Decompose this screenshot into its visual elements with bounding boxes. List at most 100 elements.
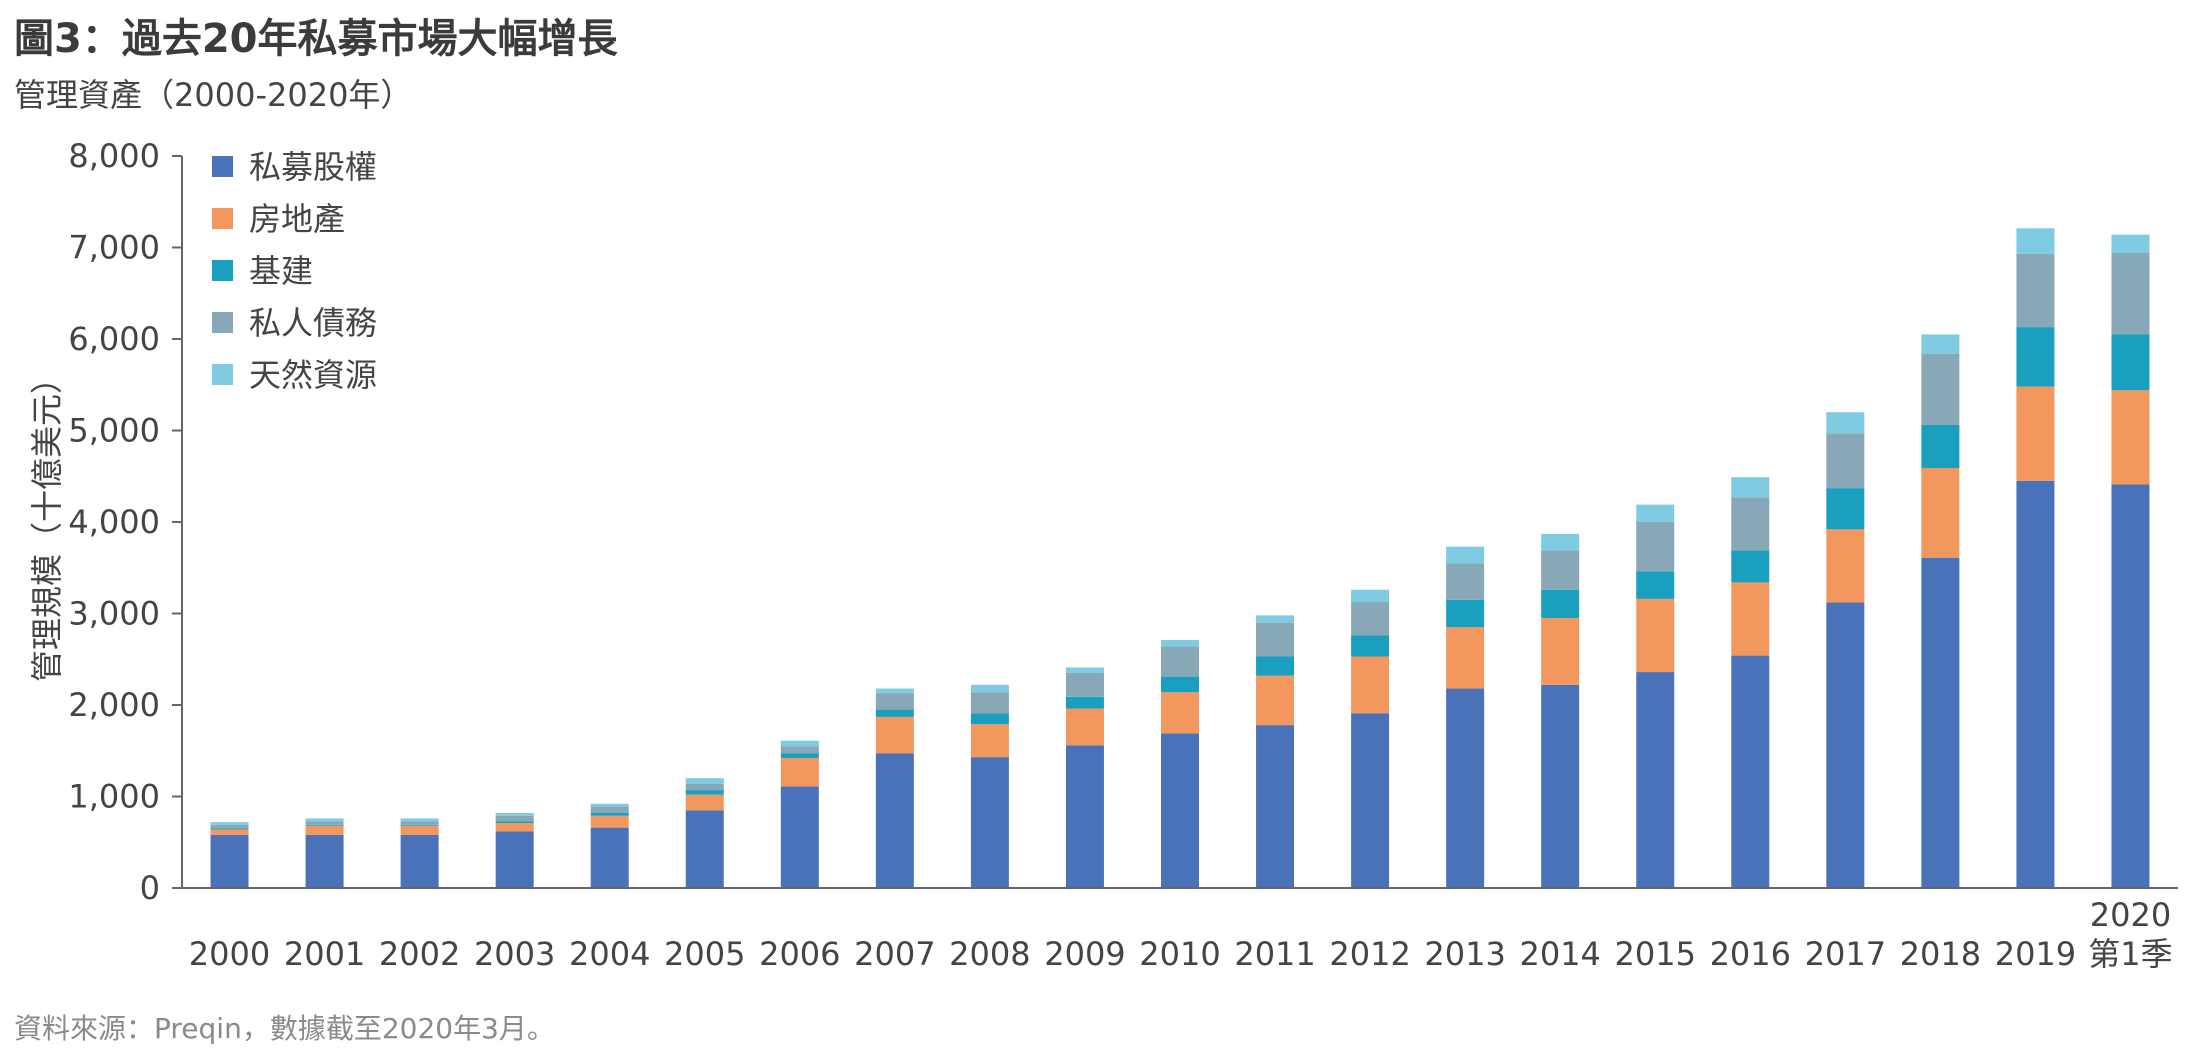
x-tick-label: 2009 [1044, 935, 1125, 973]
legend-swatch [212, 208, 233, 229]
y-tick-label: 3,000 [68, 595, 160, 633]
bar-segment-5 [1256, 615, 1295, 623]
bar-segment-1 [400, 834, 439, 888]
x-tick-label: 2007 [854, 935, 935, 973]
x-tick-label: 2013 [1424, 935, 1505, 973]
bar-segment-2 [1826, 529, 1865, 603]
bar-segment-1 [2016, 480, 2055, 888]
bar-segment-3 [590, 812, 629, 816]
bar-segment-2 [305, 825, 344, 835]
bar-segment-5 [1731, 477, 1770, 498]
bar-segment-3 [1636, 571, 1675, 599]
y-axis-label: 管理規模（十億美元） [28, 362, 66, 682]
x-tick-label: 2018 [1900, 935, 1981, 973]
bar-segment-4 [1826, 433, 1865, 489]
bar-segment-3 [1541, 589, 1580, 619]
bar-segment-3 [1446, 599, 1485, 628]
bar-segment-2 [1161, 692, 1199, 734]
bar-segment-5 [2111, 234, 2150, 253]
bar-segment-2 [495, 823, 534, 832]
y-tick-label: 2,000 [68, 686, 160, 724]
bar-segment-4 [1351, 601, 1390, 636]
bar-segment-1 [305, 834, 344, 888]
chart-subtitle: 管理資產（2000-2020年） [14, 76, 413, 114]
bar-segment-2 [1351, 656, 1390, 714]
bar-segment-2 [1636, 598, 1675, 673]
bar-segment-2 [1541, 618, 1580, 685]
bar-segment-4 [1446, 563, 1485, 600]
x-tick-label: 2011 [1234, 935, 1315, 973]
x-tick-label: 2008 [949, 935, 1030, 973]
bar-segment-1 [2111, 484, 2150, 888]
bar-segment-5 [495, 812, 534, 816]
y-tick-label: 8,000 [68, 137, 160, 175]
bar-segment-4 [210, 824, 249, 829]
y-tick-label: 6,000 [68, 320, 160, 358]
bar-segment-3 [780, 753, 819, 759]
bar-segment-3 [305, 824, 344, 826]
bar-segment-5 [2016, 228, 2055, 254]
bar-segment-3 [2016, 327, 2055, 387]
x-tick-label: 2004 [569, 935, 650, 973]
bar-segment-4 [780, 746, 819, 754]
bar-segment-3 [1161, 676, 1199, 693]
bar-segment-5 [305, 818, 344, 822]
y-tick-label: 1,000 [68, 778, 160, 816]
x-tick-label: 2006 [759, 935, 840, 973]
bar-segment-1 [590, 827, 629, 888]
bar-segment-1 [1636, 672, 1675, 888]
bar-segment-1 [780, 786, 819, 888]
legend-swatch [212, 260, 233, 281]
bar-segment-2 [210, 829, 249, 835]
bar-segment-5 [400, 818, 439, 822]
bar-segment-1 [1065, 745, 1104, 888]
x-tick-label: 2012 [1329, 935, 1410, 973]
bar-segment-4 [1636, 522, 1675, 572]
bar-segment-1 [970, 757, 1009, 888]
y-tick-label: 7,000 [68, 229, 160, 267]
bar-segment-2 [2016, 386, 2055, 481]
bar-segment-4 [1161, 646, 1199, 677]
bar-segment-1 [1541, 684, 1580, 888]
bar-segment-3 [2111, 334, 2150, 391]
bar-segment-2 [2111, 390, 2150, 485]
bar-segment-1 [1256, 725, 1295, 888]
bar-segment-5 [875, 688, 914, 694]
bar-segment-4 [305, 821, 344, 825]
bar-segment-5 [1826, 412, 1865, 434]
bar-segment-4 [1256, 622, 1295, 657]
legend-swatch [212, 364, 233, 385]
x-tick-label: 2019 [1995, 935, 2076, 973]
bar-segment-2 [685, 794, 724, 811]
bar-segment-1 [1446, 688, 1485, 888]
bar-segment-5 [1065, 667, 1104, 673]
bar-segment-2 [1921, 468, 1960, 558]
bar-segment-4 [970, 692, 1009, 714]
chart-title: 圖3：過去20年私募市場大幅增長 [14, 16, 618, 62]
bar-segment-3 [1256, 656, 1295, 676]
bar-segment-2 [875, 716, 914, 754]
bar-segment-3 [1065, 696, 1104, 709]
x-tick-label: 2014 [1519, 935, 1600, 973]
x-tick-label: 2016 [1710, 935, 1791, 973]
bar-segment-3 [970, 713, 1009, 725]
bar-segment-5 [685, 778, 724, 784]
bar-segment-5 [590, 803, 629, 807]
bar-segment-1 [685, 810, 724, 888]
bar-segment-3 [495, 821, 534, 824]
legend-label: 私募股權 [249, 148, 377, 186]
bar-segment-3 [400, 824, 439, 826]
bar-segment-2 [590, 815, 629, 828]
bar-segment-4 [875, 693, 914, 710]
bar-segment-1 [1161, 733, 1199, 888]
x-tick-label: 2005 [664, 935, 745, 973]
bar-segment-4 [400, 821, 439, 825]
bar-segment-4 [590, 806, 629, 813]
x-tick-label: 2017 [1805, 935, 1886, 973]
legend-swatch [212, 156, 233, 177]
bar-segment-5 [1921, 334, 1960, 354]
bar-segment-3 [685, 790, 724, 795]
x-tick-label: 2020 第1季 [2088, 896, 2172, 973]
bar-segment-2 [1065, 708, 1104, 746]
bar-segment-1 [875, 753, 914, 888]
